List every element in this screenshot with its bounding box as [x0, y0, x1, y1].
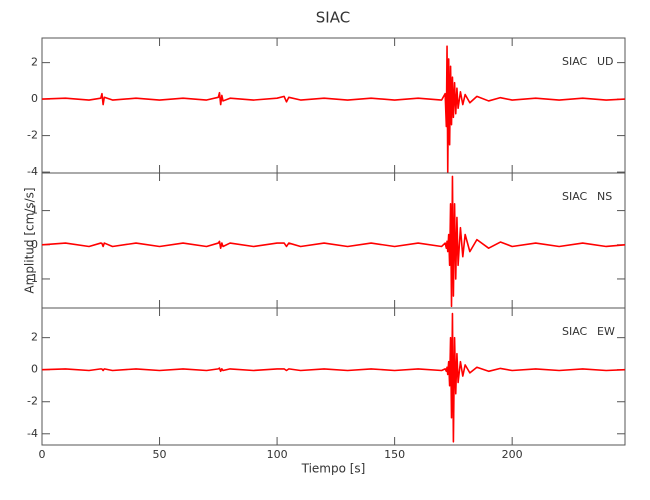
y-tick-label: -4 — [27, 427, 38, 440]
y-axis-label: Amplitud [cm/s/s] — [23, 187, 37, 293]
y-tick-label: 2 — [31, 56, 38, 69]
y-tick-label: 0 — [31, 92, 38, 105]
chart-title: SIAC — [316, 9, 350, 27]
y-tick-label: 0 — [31, 238, 38, 251]
component-label: UD — [597, 55, 614, 68]
y-tick-label: 0 — [31, 363, 38, 376]
y-tick-label: -1 — [27, 272, 38, 285]
y-tick-label: -2 — [27, 395, 38, 408]
component-label: NS — [597, 190, 612, 203]
y-tick-label: 1 — [31, 204, 38, 217]
station-label: SIAC — [562, 190, 588, 203]
station-label: SIAC — [562, 325, 588, 338]
station-label: SIAC — [562, 55, 588, 68]
x-tick-label: 150 — [384, 448, 405, 461]
x-tick-label: 100 — [267, 448, 288, 461]
panel-frame — [41, 172, 626, 309]
y-tick-label: 2 — [31, 331, 38, 344]
x-axis-label: Tiempo [s] — [301, 462, 366, 476]
panel-frame — [41, 307, 626, 446]
x-tick-label: 0 — [39, 448, 46, 461]
waveform — [41, 312, 626, 443]
component-label: EW — [597, 325, 615, 338]
y-tick-label: -4 — [27, 165, 38, 178]
y-tick-label: -2 — [27, 129, 38, 142]
x-tick-label: 200 — [502, 448, 523, 461]
waveform — [41, 45, 626, 173]
panel-frame — [41, 37, 626, 174]
x-tick-label: 50 — [153, 448, 167, 461]
waveform — [41, 175, 626, 308]
